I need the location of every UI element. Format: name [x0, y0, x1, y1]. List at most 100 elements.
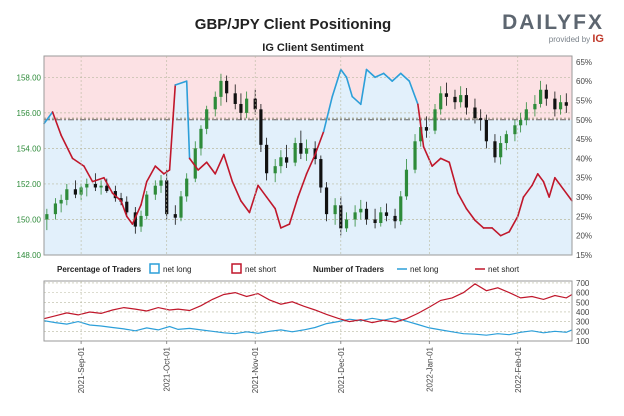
candle-body [484, 119, 488, 142]
net-long-count-line [43, 317, 573, 336]
candle [193, 141, 197, 183]
candle-body [225, 80, 229, 94]
candle-body [293, 143, 297, 163]
candle-body [105, 185, 109, 192]
net-long-segment [297, 173, 308, 198]
net-long-segment [365, 68, 376, 79]
net-long-segment [145, 165, 157, 183]
candle [519, 112, 523, 133]
candle-body [353, 212, 357, 220]
candle [199, 125, 203, 156]
candle-body [413, 141, 417, 170]
legend: Percentage of Traders net long net short… [57, 263, 520, 274]
candle [459, 86, 463, 108]
candle-body [544, 89, 548, 99]
candle-body [99, 185, 103, 188]
candle-body [533, 103, 537, 110]
candle [185, 173, 189, 202]
candle [45, 208, 49, 231]
net-long-segment [214, 153, 225, 175]
net-long-segment [274, 207, 282, 229]
panel-frame [43, 55, 573, 256]
net-long-segment [205, 161, 217, 175]
candle [379, 207, 383, 227]
candle [273, 159, 277, 183]
net-long-segment [60, 134, 74, 160]
candle [219, 73, 223, 106]
candle [504, 130, 508, 151]
candle-body [53, 203, 58, 215]
candle-body [453, 96, 457, 103]
percent-tick-label: 50% [576, 116, 592, 125]
net-long-segment [491, 227, 502, 237]
candle [344, 212, 349, 232]
candle [113, 185, 117, 202]
legend-percentage-label: Percentage of Traders [57, 265, 142, 274]
percent-axis: 15% 20% 25% 30% 35% 40% 45% 50% 55% 60% 65% [576, 58, 592, 260]
candle-body [513, 125, 517, 135]
candle-body [259, 109, 263, 145]
candle [424, 116, 429, 138]
candle-body [273, 166, 277, 174]
count-gridlines [44, 282, 572, 342]
candle [299, 130, 303, 160]
net-long-segment [548, 176, 556, 198]
net-long-segment [71, 157, 85, 167]
candle-body [304, 148, 309, 154]
candle-body [125, 201, 129, 213]
net-long-segment [131, 203, 142, 225]
net-long-percent-line [43, 68, 573, 237]
net-long-segment [351, 95, 362, 106]
candle-body [319, 159, 323, 188]
count-tick-label: 400 [576, 308, 590, 317]
price-tick-label: 148.00 [17, 251, 42, 260]
percent-tick-label: 35% [576, 174, 592, 183]
candle [499, 135, 503, 165]
percent-tick-label: 65% [576, 58, 592, 67]
net-long-segment [374, 72, 385, 79]
net-long-segment [163, 169, 171, 175]
candle [553, 91, 557, 117]
net-long-segment [508, 215, 519, 233]
candle-body [139, 215, 143, 227]
net-long-segment [120, 200, 128, 218]
count-tick-label: 200 [576, 327, 590, 336]
candle [484, 114, 488, 149]
date-tick-label: 2022-Jan-01 [425, 346, 434, 391]
price-tick-label: 158.00 [17, 73, 42, 82]
net-long-segment [345, 76, 354, 98]
candle [304, 139, 309, 161]
price-tick-label: 152.00 [17, 180, 42, 189]
net-long-segment [448, 161, 459, 194]
candle [284, 144, 289, 168]
date-tick-label: 2022-Feb-01 [514, 346, 523, 392]
candle-body [59, 199, 63, 204]
candle [333, 198, 337, 225]
candle-body [253, 98, 257, 110]
candle [544, 84, 548, 106]
candle-body [439, 93, 443, 110]
net-long-segment [516, 196, 525, 218]
net-long-segment [542, 180, 550, 198]
candle-body [245, 98, 249, 113]
price-axis: 148.00 150.00 152.00 154.00 156.00 158.00 [17, 73, 42, 260]
date-axis: 2021-Sep-01 2021-Oct-01 2021-Nov-01 2021-De… [77, 56, 523, 393]
candle [464, 87, 468, 115]
net-long-segment [391, 72, 402, 82]
candle [225, 75, 229, 103]
net-long-segment [499, 231, 511, 237]
candle [259, 103, 263, 152]
candle-body [239, 103, 243, 113]
net-long-segment [359, 68, 368, 106]
date-tick-label: 2021-Dec-01 [337, 346, 346, 393]
candle [473, 98, 477, 124]
net-long-segment [331, 68, 342, 98]
candle [513, 119, 517, 142]
candle [384, 203, 389, 222]
net-long-segment [103, 176, 114, 194]
candle-body [199, 128, 203, 149]
candle [533, 95, 537, 117]
percent-tick-label: 20% [576, 232, 592, 241]
price-tick-label: 150.00 [17, 215, 42, 224]
